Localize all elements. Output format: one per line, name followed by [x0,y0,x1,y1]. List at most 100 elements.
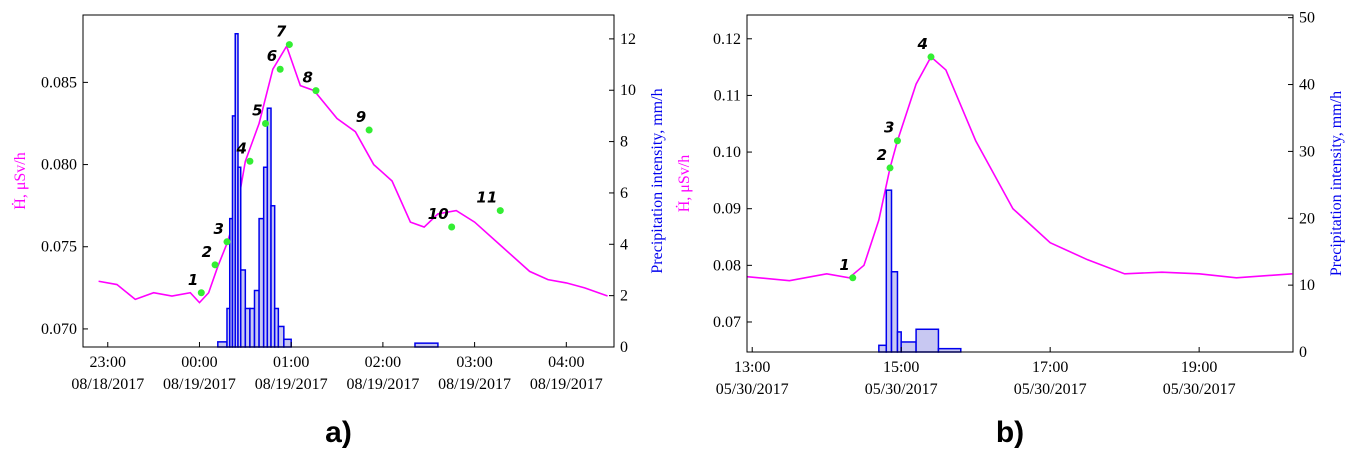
x-tick-line: 00:00 [181,354,217,371]
panel-label: a) [325,416,352,449]
y-tick-label: 0.09 [713,201,741,218]
precip-step [414,342,439,348]
x-tick-line: 08/19/2017 [530,376,603,393]
key-point [197,289,205,297]
y2-tick-label: 4 [620,236,628,253]
key-point-label: 3 [884,119,894,137]
key-point-label: 5 [252,101,262,119]
y-tick-label: 0.080 [41,157,77,174]
y-axis-label: Ḣ, μSv/h [11,152,29,209]
x-tick-line: 05/30/2017 [1163,381,1236,398]
x-tick-line: 04:00 [548,354,584,371]
y2-tick-label: 8 [620,134,628,151]
key-point-label: 8 [303,69,313,87]
key-point-label: 6 [267,47,277,65]
x-tick-line: 13:00 [734,359,770,376]
x-tick-line: 08/19/2017 [255,376,328,393]
x-tick-label: 15:00 05/30/2017 [865,359,938,398]
x-tick-label: 19:00 05/30/2017 [1163,359,1236,398]
key-point [496,207,504,215]
y2-tick-label: 50 [1299,10,1315,27]
y2-axis-label: Precipitation intensity, mm/h [649,88,666,273]
key-point [365,126,373,134]
x-tick-label: 04:00 08/19/2017 [530,354,603,393]
key-point [223,238,231,246]
x-tick-line: 23:00 [90,354,126,371]
key-point-label: 3 [214,220,224,238]
precip-step [900,341,917,353]
y-tick-label: 0.11 [714,87,741,104]
precip-step [915,328,940,353]
x-tick-line: 05/30/2017 [716,381,789,398]
x-tick-line: 08/19/2017 [346,376,419,393]
key-point-label: 7 [276,23,287,41]
precip-step [890,271,899,353]
y-tick-label: 0.08 [713,257,741,274]
x-tick-label: 23:00 08/18/2017 [71,354,144,393]
y-tick-label: 0.085 [41,74,77,91]
key-point [211,261,219,269]
x-tick-label: 01:00 08/19/2017 [255,354,328,393]
key-point [276,65,284,73]
x-tick-label: 03:00 08/19/2017 [438,354,511,393]
key-point-label: 11 [476,189,497,207]
y-tick-label: 0.075 [41,239,77,256]
key-point [312,87,320,95]
key-point-label: 1 [839,256,849,274]
x-tick-label: 00:00 08/19/2017 [163,354,236,393]
dose-line [746,55,1293,282]
key-point [893,137,901,145]
precip-step [885,189,893,353]
x-tick-line: 08/18/2017 [71,376,144,393]
y2-tick-label: 10 [620,82,636,99]
key-point [246,157,254,165]
y2-axis-label: Precipitation intensity, mm/h [1328,91,1345,276]
y-tick-label: 0.070 [41,321,77,338]
y2-tick-label: 2 [620,288,628,305]
x-tick-line: 01:00 [273,354,309,371]
y2-tick-label: 10 [1299,277,1315,294]
y2-tick-label: 0 [1299,344,1307,361]
precip-step [217,341,228,348]
y-tick-label: 0.07 [713,314,741,331]
key-point [448,223,456,231]
precip-step [283,338,292,348]
precip-step [277,325,285,348]
y2-tick-label: 30 [1299,143,1315,160]
key-point-label: 2 [877,146,887,164]
x-tick-line: 08/19/2017 [438,376,511,393]
y2-tick-label: 40 [1299,77,1315,94]
precip-step [937,347,962,353]
key-point [285,41,293,49]
y-tick-label: 0.10 [713,144,741,161]
plot-frame [746,14,1294,353]
y-axis-label: Ḣ, μSv/h [675,155,693,212]
key-point-label: 1 [188,271,198,289]
x-tick-label: 13:00 05/30/2017 [716,359,789,398]
x-tick-line: 03:00 [456,354,492,371]
x-tick-line: 17:00 [1032,359,1068,376]
x-tick-line: 15:00 [883,359,919,376]
y2-tick-label: 20 [1299,210,1315,227]
key-point-label: 10 [428,205,449,223]
key-point [927,53,935,61]
panel-label: b) [996,416,1024,449]
x-tick-label: 17:00 05/30/2017 [1014,359,1087,398]
y2-tick-label: 6 [620,185,628,202]
key-point-label: 2 [202,243,212,261]
x-tick-line: 19:00 [1181,359,1217,376]
key-point [849,274,857,282]
key-point [262,119,270,127]
dose-line [98,44,608,304]
y2-tick-label: 12 [620,31,636,48]
y-tick-label: 0.12 [713,31,741,48]
key-point-label: 4 [917,35,928,53]
key-point-label: 4 [235,139,246,157]
plot-frame [82,14,615,348]
x-tick-line: 05/30/2017 [865,381,938,398]
y2-tick-label: 0 [620,339,628,356]
key-point-label: 9 [356,108,366,126]
x-tick-line: 05/30/2017 [1014,381,1087,398]
x-tick-label: 02:00 08/19/2017 [346,354,419,393]
